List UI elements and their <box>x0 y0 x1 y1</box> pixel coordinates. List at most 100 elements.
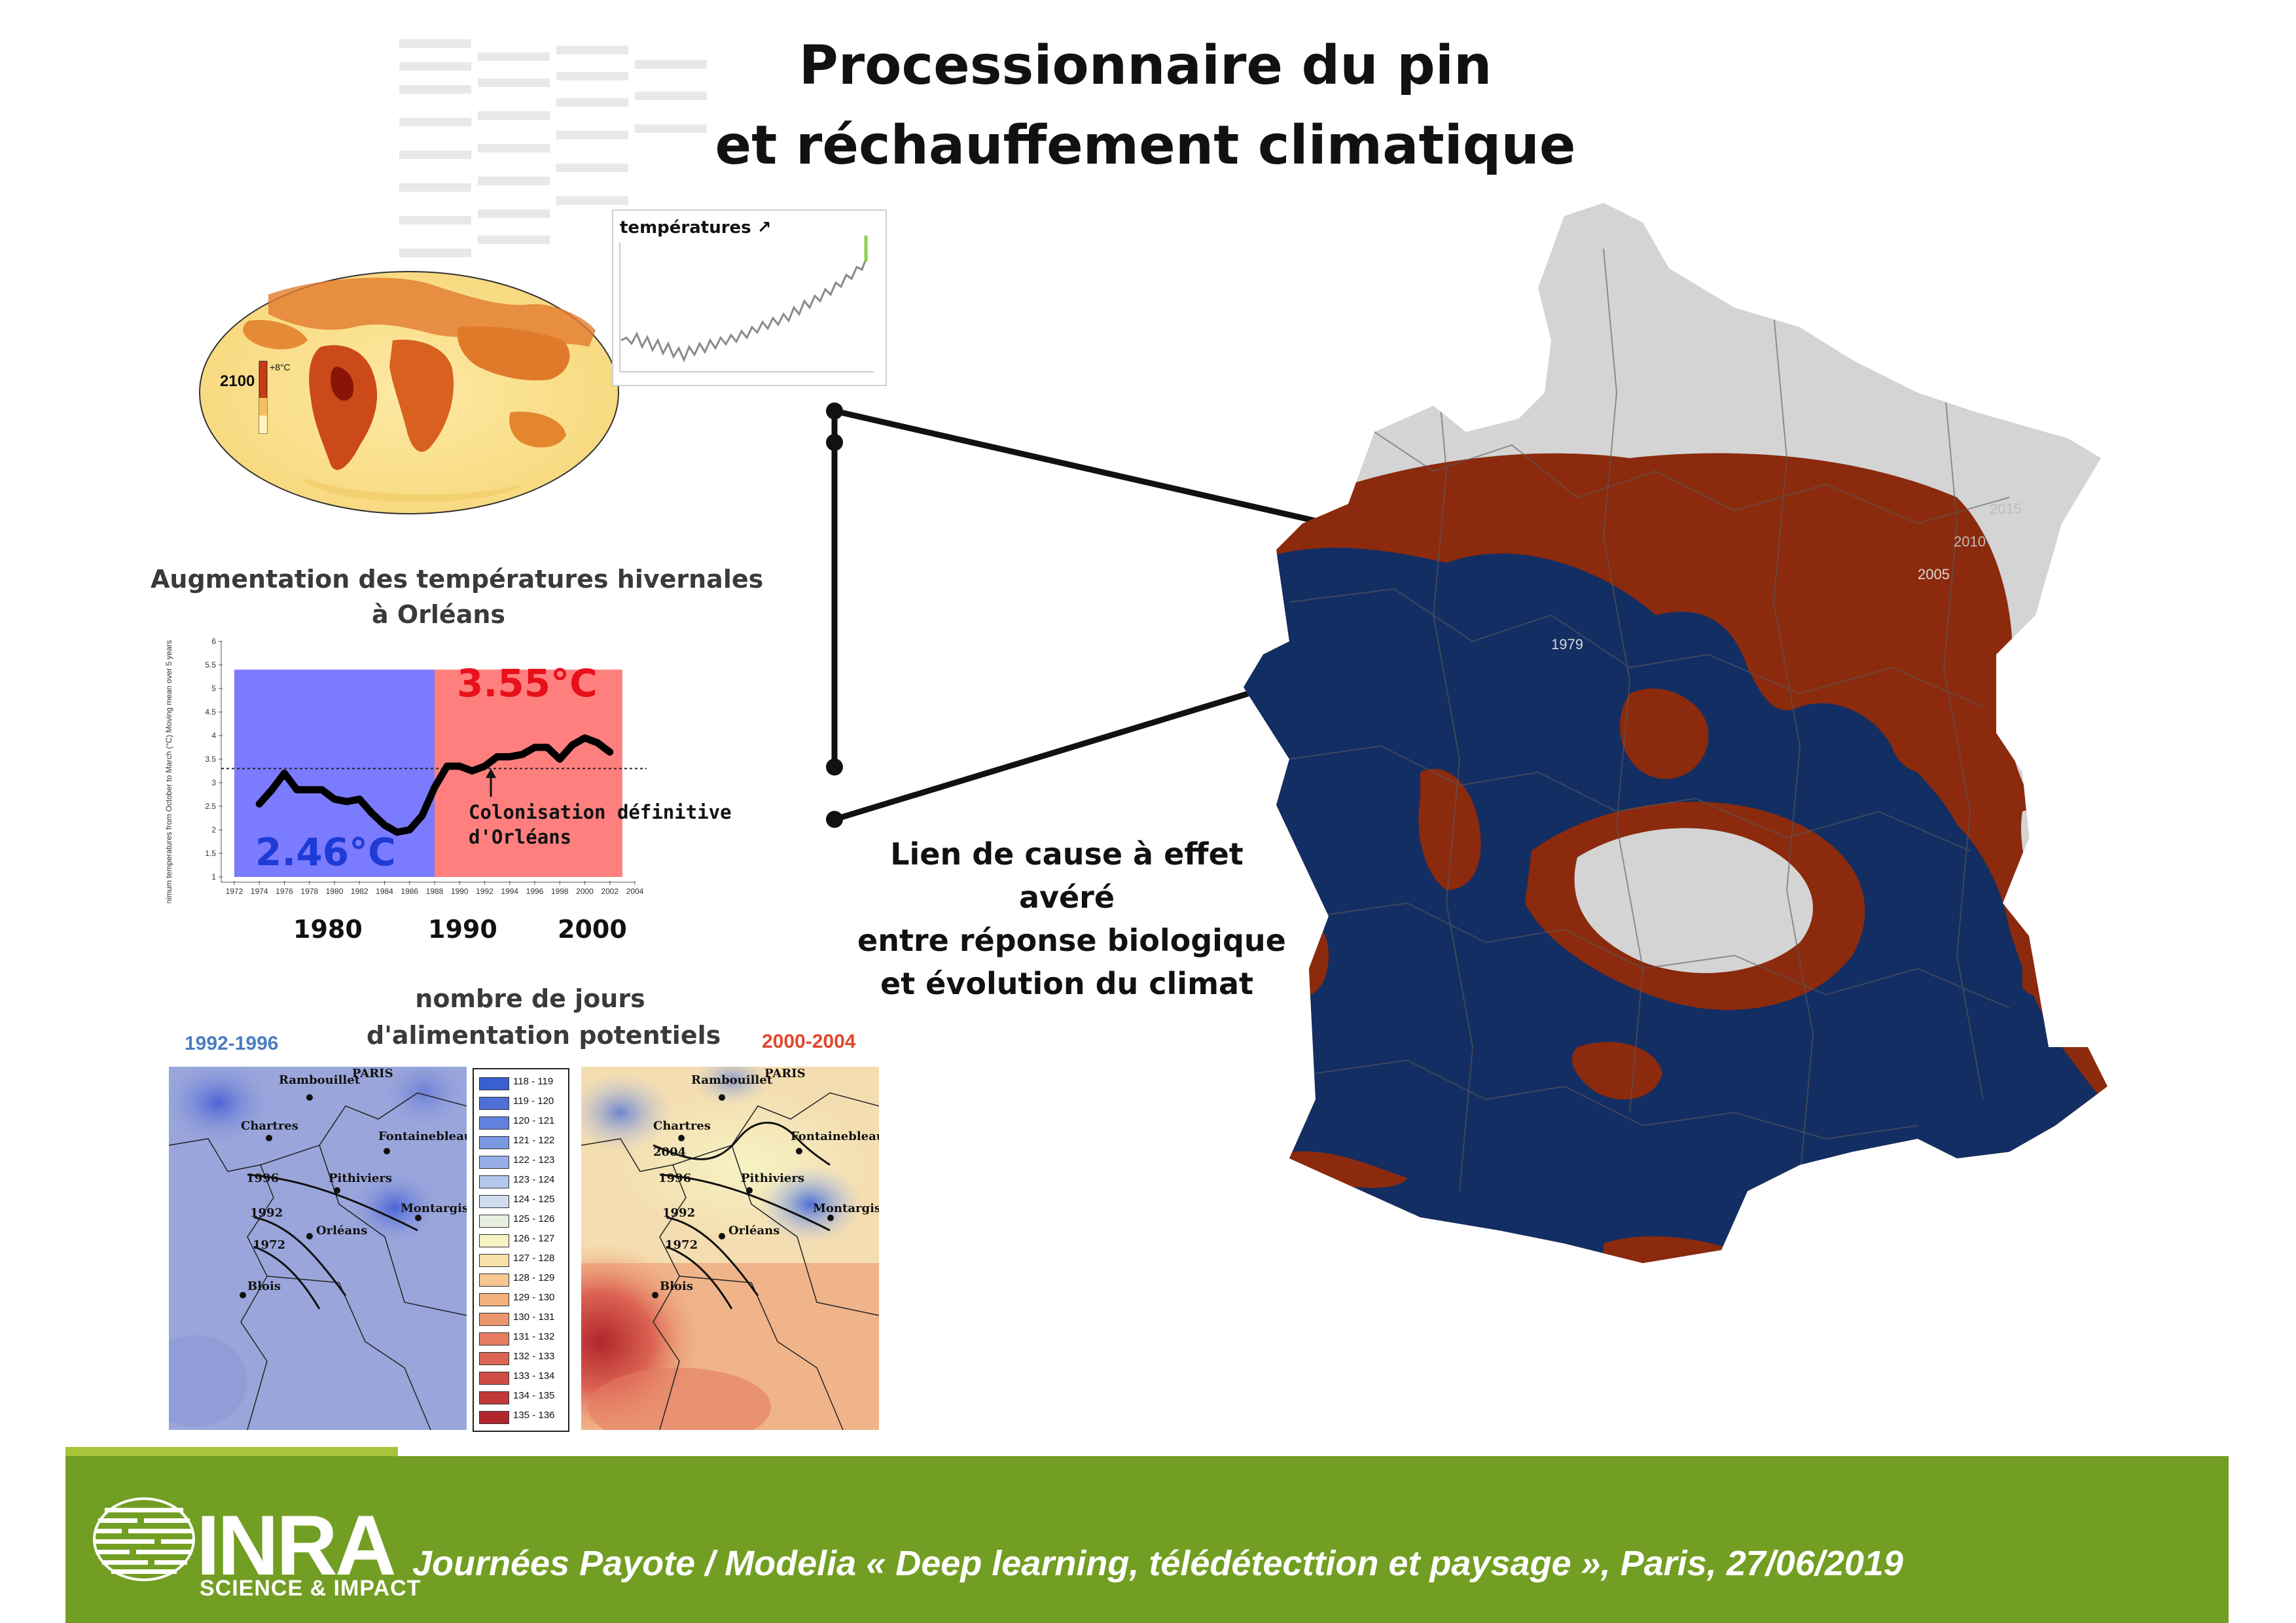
y-tick-label: 2.5 <box>205 802 216 811</box>
page-title: Processionnaire du pin et réchauffement … <box>589 26 1702 186</box>
legend-item: 122 - 123 <box>479 1153 568 1170</box>
town-orleans: Orléans <box>316 1224 368 1238</box>
town-pithiviers: Pithiviers <box>329 1171 392 1185</box>
caption-line-1: Lien de cause à effet <box>890 836 1244 872</box>
inra-logo-subtitle: SCIENCE & IMPACT <box>200 1576 422 1601</box>
caption-line-2: avéré <box>1018 880 1115 915</box>
legend-item: 131 - 132 <box>479 1330 568 1347</box>
y-tick-label: 4.5 <box>205 707 216 717</box>
town-dot <box>334 1187 340 1194</box>
cause-effect-caption: Lien de cause à effet avéré entre répons… <box>857 832 1286 1005</box>
x-tick-label: 1994 <box>501 887 518 896</box>
legend-range-label: 126 - 127 <box>513 1233 555 1244</box>
x-tick-label: 1984 <box>376 887 393 896</box>
legend-item: 120 - 121 <box>479 1114 568 1131</box>
legend-range-label: 121 - 122 <box>513 1135 555 1146</box>
legend-item: 134 - 135 <box>479 1389 568 1406</box>
temperature-inset-graphic: températures ↗ <box>612 209 887 386</box>
town-chartres: Chartres <box>241 1119 298 1133</box>
legend-range-label: 125 - 126 <box>513 1213 555 1224</box>
colonisation-annotation: Colonisation définitive d'Orléans <box>469 800 732 849</box>
legend-range-label: 132 - 133 <box>513 1351 555 1362</box>
x-tick-label: 2000 <box>576 887 594 896</box>
legend-range-label: 119 - 120 <box>513 1096 554 1107</box>
front-year-1992: 1992 <box>662 1206 696 1220</box>
legend-swatch <box>479 1136 509 1149</box>
legend-swatch <box>479 1116 509 1130</box>
legend-swatch <box>479 1372 509 1385</box>
orleans-chart-title: Augmentation des températures hivernales… <box>151 562 763 632</box>
decade-label-2000: 2000 <box>558 915 627 944</box>
legend-item: 123 - 124 <box>479 1173 568 1190</box>
inra-logo-word: INRA <box>196 1497 397 1593</box>
maps-title-line-1: nombre de jours <box>415 984 645 1013</box>
legend-range-label: 129 - 130 <box>513 1292 555 1303</box>
town-chartres: Chartres <box>653 1119 711 1133</box>
right-period-label: 2000-2004 <box>762 1031 856 1052</box>
town-dot <box>266 1135 272 1141</box>
maps-title-line-2: d'alimentation potentiels <box>367 1021 721 1050</box>
legend-swatch <box>479 1391 509 1404</box>
town-fontainebleau: Fontainebleau <box>378 1130 467 1143</box>
colonisation-arrowhead <box>486 768 497 778</box>
legend-range-label: 123 - 124 <box>513 1174 555 1185</box>
period-2-background <box>435 669 622 877</box>
year-label-2005: 2005 <box>1918 566 1950 582</box>
x-tick-label: 1988 <box>426 887 444 896</box>
legend-swatch <box>479 1293 509 1306</box>
legend-range-label: 127 - 128 <box>513 1253 555 1264</box>
town-dot <box>652 1292 658 1298</box>
maps-title: nombre de jours d'alimentation potentiel… <box>367 980 721 1054</box>
legend-range-label: 120 - 121 <box>513 1115 555 1126</box>
legend-item: 127 - 128 <box>479 1251 568 1268</box>
orleans-chart: 1 1.5 2 2.5 3 3.5 4 4.5 5 5.5 6 1972 1974 1976 1978 19… <box>164 628 674 912</box>
footer-bar <box>65 1456 2229 1623</box>
front-year-1996: 1996 <box>658 1171 692 1185</box>
town-blois: Blois <box>247 1279 281 1293</box>
front-year-1972: 1972 <box>665 1238 698 1252</box>
legend-swatch <box>479 1234 509 1247</box>
town-rambouillet: Rambouillet <box>279 1073 361 1087</box>
town-dot <box>415 1215 422 1221</box>
town-dot <box>384 1148 390 1154</box>
front-year-1972: 1972 <box>253 1238 286 1252</box>
legend-item: 130 - 131 <box>479 1310 568 1327</box>
town-dot <box>306 1094 313 1101</box>
town-fontainebleau: Fontainebleau <box>791 1130 879 1143</box>
decade-label-1980: 1980 <box>293 915 363 944</box>
town-dot <box>306 1233 313 1240</box>
x-tick-label: 1986 <box>401 887 418 896</box>
legend-range-label: 130 - 131 <box>513 1311 555 1323</box>
global-temperature-inset: températures ↗ <box>612 209 887 386</box>
globe-year: 2100 <box>220 372 255 390</box>
y-tick-label: 5 <box>211 684 216 693</box>
feeding-days-map-1992-1996: Rambouillet PARIS Chartres Fontainebleau… <box>169 1067 467 1430</box>
title-line-2: et réchauffement climatique <box>715 115 1576 177</box>
france-map-graphic: 2015 2010 2005 1979 <box>1244 203 2108 1263</box>
footer-event-text: Journées Payote / Modelia « Deep learnin… <box>412 1544 1903 1583</box>
warming-globe: 2100 +8°C <box>196 268 622 517</box>
town-paris: PARIS <box>352 1067 393 1080</box>
caption-line-3: entre réponse biologique <box>857 923 1286 958</box>
y-tick-label: 4 <box>211 731 216 740</box>
legend-range-label: 124 - 125 <box>513 1194 555 1205</box>
year-label-1979: 1979 <box>1551 636 1583 652</box>
legend-item: 125 - 126 <box>479 1212 568 1229</box>
x-tick-label: 1996 <box>526 887 544 896</box>
left-period-label: 1992-1996 <box>185 1033 279 1054</box>
x-tick-label: 1972 <box>226 887 243 896</box>
town-paris: PARIS <box>764 1067 806 1080</box>
legend-item: 135 - 136 <box>479 1408 568 1425</box>
inra-logo-icon <box>93 1497 195 1581</box>
legend-range-label: 134 - 135 <box>513 1390 555 1401</box>
legend-swatch <box>479 1313 509 1326</box>
legend-range-label: 135 - 136 <box>513 1410 555 1421</box>
town-blois: Blois <box>660 1279 694 1293</box>
temperature-inset-label: températures ↗ <box>620 218 771 238</box>
town-dot <box>678 1135 685 1141</box>
legend-swatch <box>479 1195 509 1208</box>
town-pithiviers: Pithiviers <box>741 1171 804 1185</box>
legend-swatch <box>479 1274 509 1287</box>
faded-document-illustration <box>399 33 713 268</box>
legend-item: 132 - 133 <box>479 1349 568 1366</box>
